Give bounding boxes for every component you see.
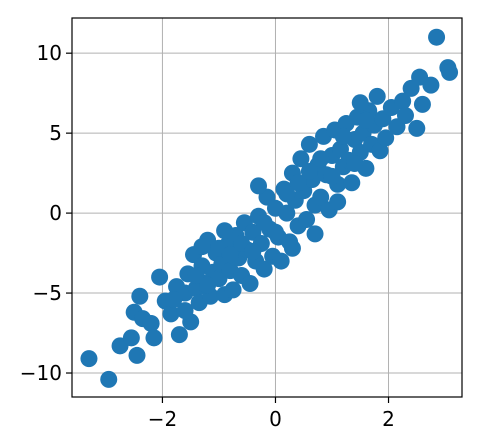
scatter-point-0-6 <box>131 287 149 305</box>
scatter-point-0-120 <box>250 177 268 195</box>
x-tick-label-1: 0 <box>269 407 282 431</box>
scatter-point-0-102 <box>199 276 217 294</box>
scatter-point-0-95 <box>422 76 440 94</box>
scatter-point-0-123 <box>329 193 347 211</box>
scatter-point-0-49 <box>272 252 290 270</box>
scatter-point-0-122 <box>193 238 211 256</box>
scatter-point-0-9 <box>145 329 163 347</box>
scatter-point-0-86 <box>377 129 395 147</box>
y-tick-label-1: −5 <box>33 281 62 305</box>
scatter-point-0-63 <box>312 188 330 206</box>
scatter-points <box>80 28 459 388</box>
scatter-point-0-96 <box>428 28 446 46</box>
scatter-point-0-38 <box>241 274 259 292</box>
y-tick-label-0: −10 <box>20 361 62 385</box>
axes-frame <box>71 17 463 398</box>
scatter-point-0-4 <box>128 346 146 364</box>
axis-ticks <box>66 52 390 403</box>
y-tick-label-3: 5 <box>49 121 62 145</box>
scatter-point-0-74 <box>343 174 361 192</box>
scatter-point-0-0 <box>80 350 98 368</box>
scatter-point-0-115 <box>346 155 364 173</box>
scatter-point-0-111 <box>300 163 318 181</box>
scatter-point-0-1 <box>100 370 118 388</box>
y-tick-label-4: 10 <box>37 41 62 65</box>
scatter-point-0-32 <box>224 281 242 299</box>
scatter-point-0-98 <box>441 63 459 81</box>
scatter-point-0-99 <box>165 290 183 308</box>
scatter-point-0-116 <box>357 111 375 129</box>
y-tick-label-2: 0 <box>49 201 62 225</box>
scatter-point-0-121 <box>306 225 324 243</box>
scatter-point-0-118 <box>283 239 301 257</box>
scatter-point-0-104 <box>221 246 239 264</box>
scatter-point-0-100 <box>176 302 194 320</box>
scatter-point-0-51 <box>278 204 296 222</box>
scatter-point-0-109 <box>278 185 296 203</box>
x-tick-label-2: 2 <box>382 407 395 431</box>
scatter-point-0-83 <box>368 87 386 105</box>
scatter-point-0-106 <box>244 242 262 260</box>
tick-labels: −2 0 2 −10 −5 0 5 10 <box>20 41 395 431</box>
scatter-point-0-101 <box>187 266 205 284</box>
scatter-point-0-59 <box>300 135 318 153</box>
scatter-point-0-92 <box>408 119 426 137</box>
scatter-point-0-119 <box>351 94 369 112</box>
scatter-point-0-10 <box>151 268 169 286</box>
scatter-point-0-114 <box>334 127 352 145</box>
scatter-point-0-112 <box>312 150 330 168</box>
scatter-point-0-3 <box>122 329 140 347</box>
scatter-point-0-110 <box>289 174 307 192</box>
scatter-point-0-58 <box>298 210 316 228</box>
scatter-point-0-56 <box>292 150 310 168</box>
scatter-point-0-12 <box>162 305 180 323</box>
scatter-point-0-107 <box>255 214 273 232</box>
scatter-point-0-113 <box>323 167 341 185</box>
scatter-point-0-94 <box>413 95 431 113</box>
scatter-point-0-89 <box>394 92 412 110</box>
scatter-point-0-84 <box>371 142 389 160</box>
scatter-point-0-90 <box>396 107 414 125</box>
x-tick-label-0: −2 <box>148 407 177 431</box>
scatter-point-0-14 <box>170 326 188 344</box>
scatter-point-0-43 <box>255 260 273 278</box>
scatter-point-0-8 <box>142 314 160 332</box>
scatter-point-0-108 <box>266 223 284 241</box>
scatter-point-0-117 <box>216 222 234 240</box>
